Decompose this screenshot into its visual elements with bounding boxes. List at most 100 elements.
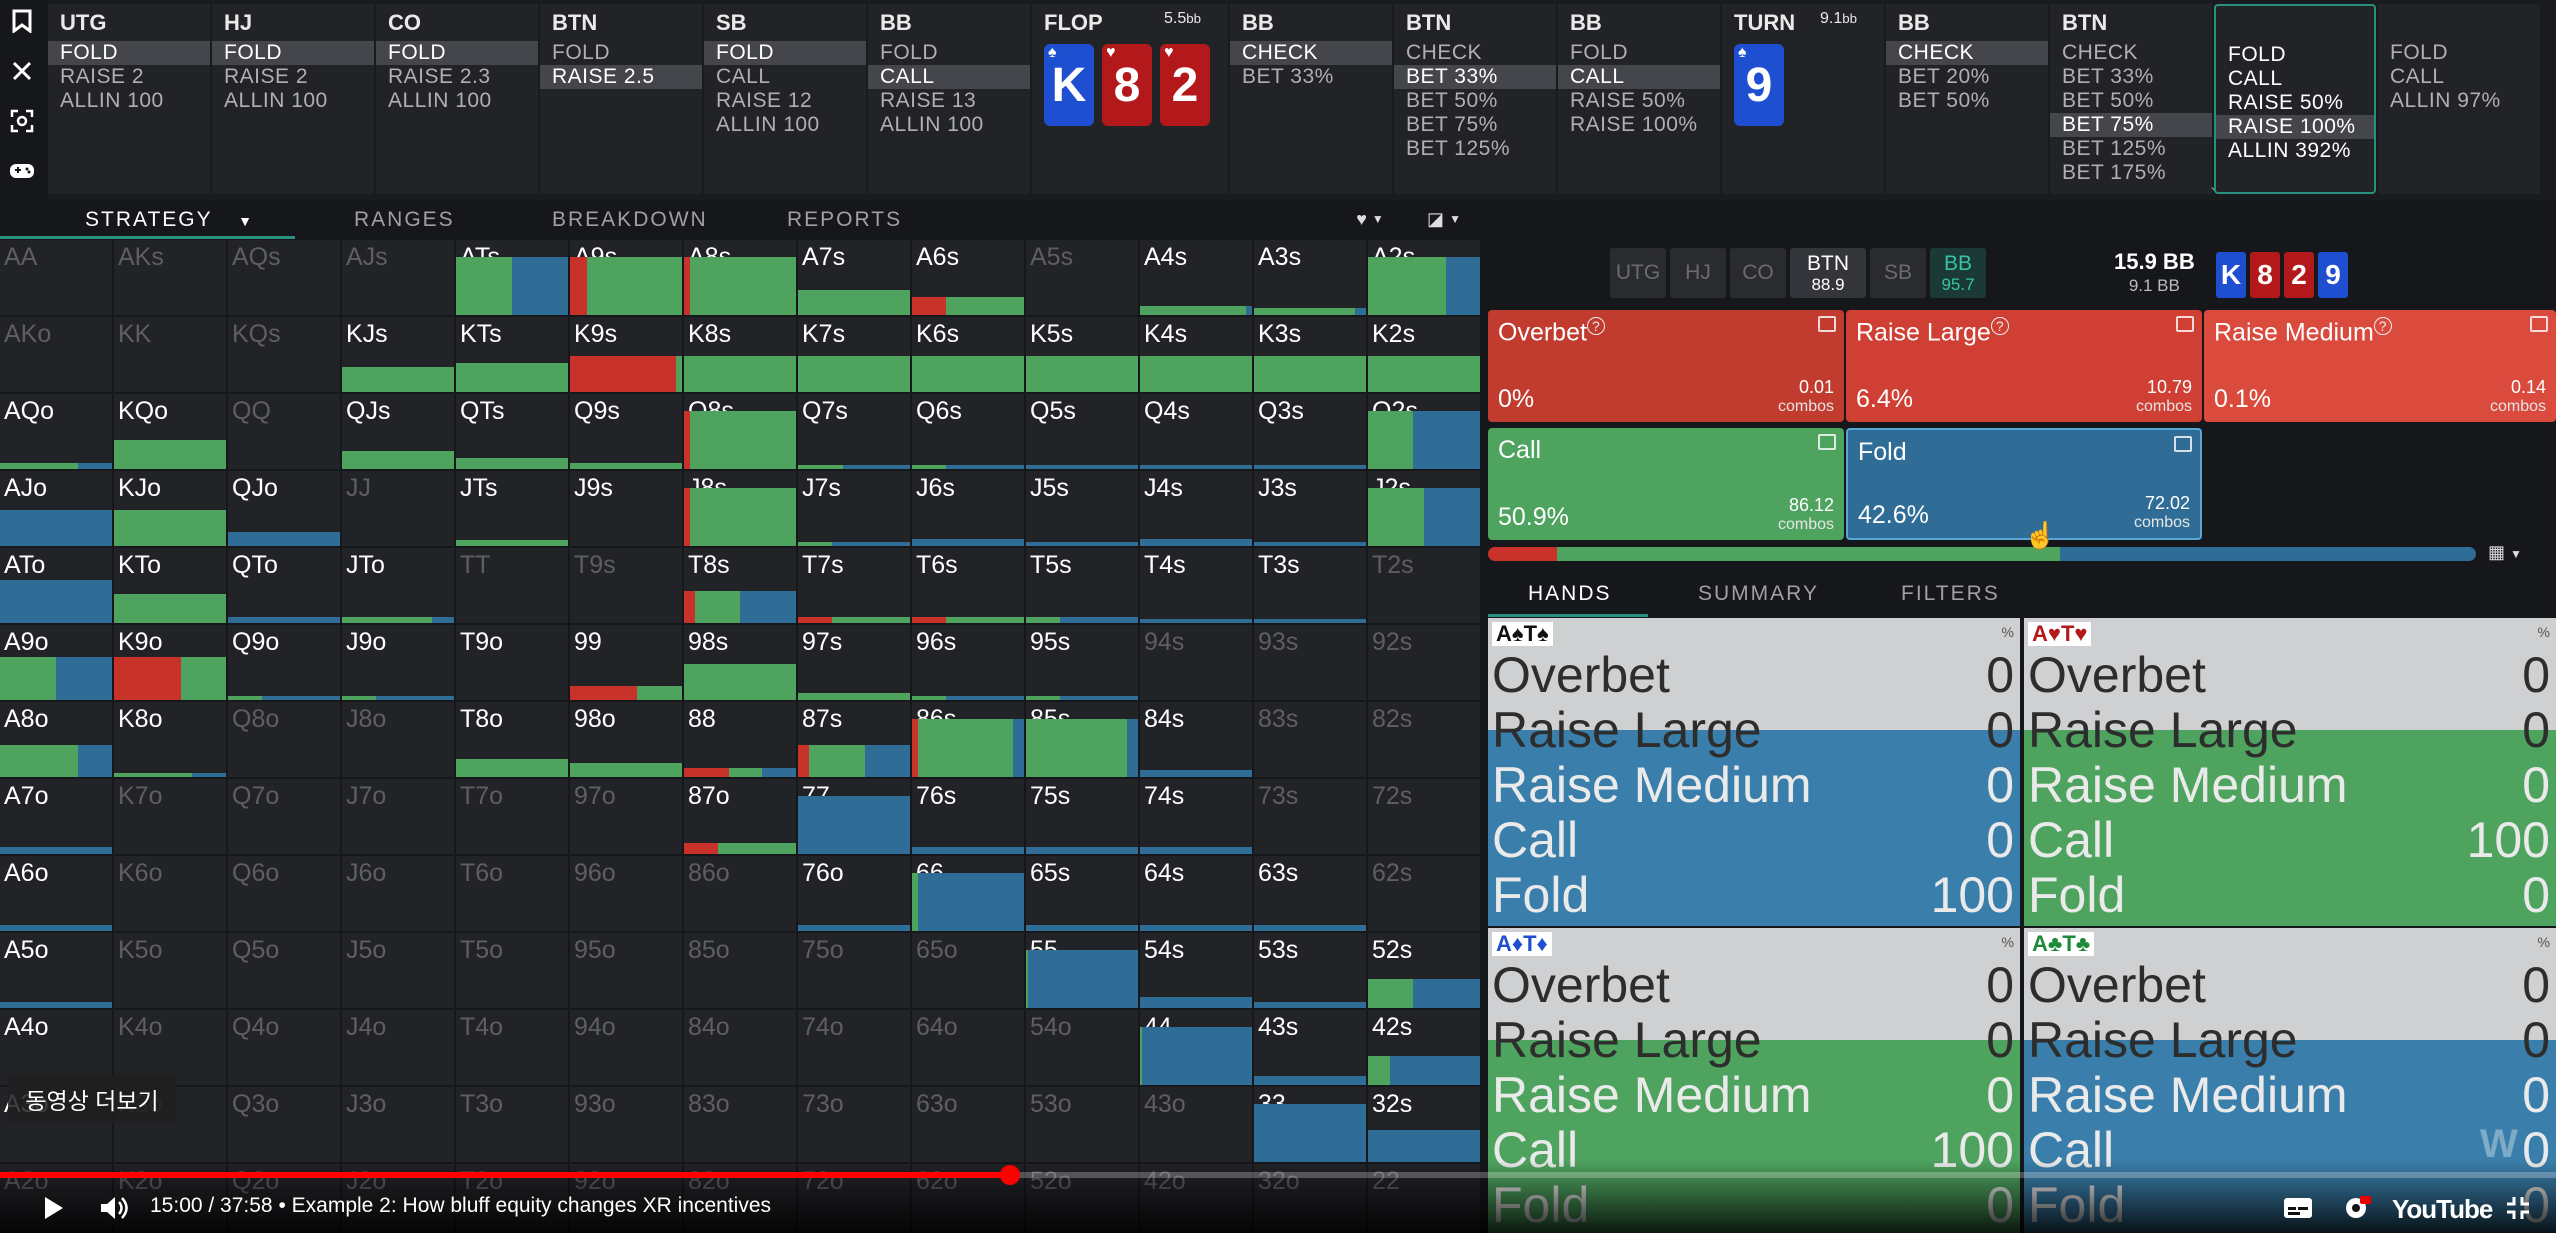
action-column-btn-3[interactable]: BTN FOLD RAISE 2.5 [540,4,702,194]
hand-cell-43o[interactable]: 43o [1140,1087,1252,1162]
hand-cell-T5s[interactable]: T5s [1026,548,1138,623]
hand-cell-72s[interactable]: 72s [1368,779,1480,854]
hand-cell-54o[interactable]: 54o [1026,1010,1138,1085]
action-option[interactable]: RAISE 100% [1570,113,1698,136]
action-column-bb-11[interactable]: BB CHECK BET 20% BET 50% [1886,4,2048,194]
hand-cell-K5o[interactable]: K5o [114,933,226,1008]
hand-cell-A5o[interactable]: A5o [0,933,112,1008]
hand-cell-ATs[interactable]: ATs [456,240,568,315]
hand-cell-AQs[interactable]: AQs [228,240,340,315]
view-mode-dropdown-button[interactable]: ◪ ▼ [1416,204,1472,234]
hand-cell-ATo[interactable]: ATo [0,548,112,623]
hand-cell-KJo[interactable]: KJo [114,471,226,546]
details-icon[interactable] [2176,316,2194,332]
hand-cell-J2s[interactable]: J2s [1368,471,1480,546]
hand-cell-KTs[interactable]: KTs [456,317,568,392]
action-option[interactable]: ALLIN 392% [2228,139,2351,162]
details-icon[interactable] [2530,316,2548,332]
action-option[interactable]: BET 50% [1406,89,1498,112]
action-option[interactable]: CALL [1558,65,1720,89]
hand-cell-K3s[interactable]: K3s [1254,317,1366,392]
hand-cell-J5s[interactable]: J5s [1026,471,1138,546]
details-icon[interactable] [1818,316,1836,332]
exit-fullscreen-icon[interactable] [2500,1190,2536,1226]
hand-cell-53s[interactable]: 53s [1254,933,1366,1008]
hand-cell-T4o[interactable]: T4o [456,1010,568,1085]
hand-cell-87s[interactable]: 87s [798,702,910,777]
action-column-next-14[interactable]: FOLD CALL ALLIN 97% [2378,4,2540,194]
hand-cell-T5o[interactable]: T5o [456,933,568,1008]
position-utg[interactable]: UTG [1610,248,1666,298]
hand-cell-QJo[interactable]: QJo [228,471,340,546]
hand-cell-92s[interactable]: 92s [1368,625,1480,700]
hand-cell-A4o[interactable]: A4o [0,1010,112,1085]
hand-cell-K5s[interactable]: K5s [1026,317,1138,392]
hand-cell-QTs[interactable]: QTs [456,394,568,469]
action-column-btn-8[interactable]: BTN CHECK BET 33% BET 50% BET 75% BET 125% [1394,4,1556,194]
hand-cell-64o[interactable]: 64o [912,1010,1024,1085]
hand-cell-AKo[interactable]: AKo [0,317,112,392]
hand-cell-K4s[interactable]: K4s [1140,317,1252,392]
hand-cell-98o[interactable]: 98o [570,702,682,777]
hand-cell-66[interactable]: 66 [912,856,1024,931]
action-option[interactable]: RAISE 13 [880,89,977,112]
hand-cell-95s[interactable]: 95s [1026,625,1138,700]
layout-toggle-button[interactable]: ▦ ▼ [2488,542,2522,563]
hand-cell-K7s[interactable]: K7s [798,317,910,392]
favorite-dropdown-button[interactable]: ♥ ▼ [1342,204,1398,234]
hand-cell-JJ[interactable]: JJ [342,471,454,546]
hand-cell-85o[interactable]: 85o [684,933,796,1008]
close-icon[interactable] [7,56,37,86]
action-option[interactable]: ALLIN 100 [60,89,164,112]
action-option[interactable]: ALLIN 100 [880,113,984,136]
hand-cell-KK[interactable]: KK [114,317,226,392]
settings-gear-icon[interactable] [2338,1190,2374,1226]
hand-cell-63s[interactable]: 63s [1254,856,1366,931]
hand-cell-84s[interactable]: 84s [1140,702,1252,777]
tab-hands[interactable]: HANDS [1528,582,1612,605]
hand-cell-96o[interactable]: 96o [570,856,682,931]
action-column-next-13[interactable]: FOLD CALL RAISE 50% RAISE 100% ALLIN 392% [2214,4,2376,194]
hand-cell-86o[interactable]: 86o [684,856,796,931]
action-option[interactable]: CALL [2228,67,2283,90]
hand-cell-KQo[interactable]: KQo [114,394,226,469]
gamepad-icon[interactable] [7,156,37,186]
hand-cell-T3s[interactable]: T3s [1254,548,1366,623]
action-option[interactable]: FOLD [2228,43,2287,66]
hand-cell-97o[interactable]: 97o [570,779,682,854]
hand-cell-96s[interactable]: 96s [912,625,1024,700]
hand-cell-J4o[interactable]: J4o [342,1010,454,1085]
help-icon[interactable]: ? [1990,317,2009,335]
action-option[interactable]: CHECK [1230,41,1392,65]
action-option[interactable]: FOLD [48,41,210,65]
hand-cell-QTo[interactable]: QTo [228,548,340,623]
action-box-raise-large[interactable]: Raise Large? 6.4% 10.79 combos [1846,310,2202,422]
hand-cell-T6s[interactable]: T6s [912,548,1024,623]
position-bb[interactable]: BB 95.7 [1930,248,1986,298]
hand-cell-65o[interactable]: 65o [912,933,1024,1008]
hand-cell-97s[interactable]: 97s [798,625,910,700]
action-option[interactable]: ALLIN 100 [716,113,820,136]
action-option[interactable]: FOLD [2390,41,2449,64]
position-sb[interactable]: SB [1870,248,1926,298]
hand-cell-T4s[interactable]: T4s [1140,548,1252,623]
hand-cell-A8s[interactable]: A8s [684,240,796,315]
video-progress-bar[interactable] [0,1165,2556,1185]
hand-cell-88[interactable]: 88 [684,702,796,777]
hand-cell-T8o[interactable]: T8o [456,702,568,777]
hand-cell-K7o[interactable]: K7o [114,779,226,854]
hand-cell-T8s[interactable]: T8s [684,548,796,623]
hand-cell-54s[interactable]: 54s [1140,933,1252,1008]
action-option[interactable]: BET 50% [1898,89,1990,112]
hand-cell-K9o[interactable]: K9o [114,625,226,700]
hand-cell-AQo[interactable]: AQo [0,394,112,469]
hand-cell-A7o[interactable]: A7o [0,779,112,854]
hand-cell-75s[interactable]: 75s [1026,779,1138,854]
action-column-bb-5[interactable]: BB FOLD CALL RAISE 13 ALLIN 100 [868,4,1030,194]
video-scrubber-handle[interactable] [999,1165,1020,1185]
action-option[interactable]: CALL [2390,65,2445,88]
action-box-call[interactable]: Call 50.9% 86.12 combos [1488,428,1844,540]
action-option[interactable]: BET 175% [2062,161,2167,184]
hand-cell-Q3o[interactable]: Q3o [228,1087,340,1162]
hand-cell-94o[interactable]: 94o [570,1010,682,1085]
